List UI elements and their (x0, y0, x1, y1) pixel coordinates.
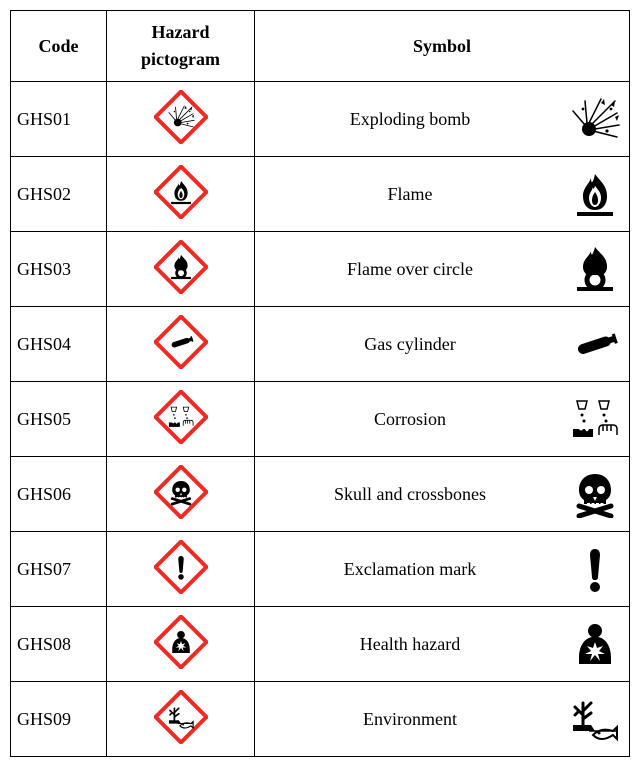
symbol-cell: Flame (255, 157, 630, 232)
pictogram-cell (107, 457, 255, 532)
table-row: GHS04 Gas cylinder (11, 307, 630, 382)
pictogram-cell (107, 532, 255, 607)
pictogram-cell (107, 157, 255, 232)
pictogram-cell (107, 607, 255, 682)
table-header-row: Code Hazard pictogram Symbol (11, 11, 630, 82)
corrosion-icon (567, 395, 623, 443)
gas-cylinder-icon (567, 320, 623, 368)
col-header-pictogram: Hazard pictogram (107, 11, 255, 82)
exploding-bomb-pictogram-icon (154, 90, 208, 144)
symbol-label: Gas cylinder (261, 334, 559, 355)
flame-pictogram-icon (154, 165, 208, 219)
pictogram-cell (107, 82, 255, 157)
table-row: GHS09 Environment (11, 682, 630, 757)
code-cell: GHS04 (11, 307, 107, 382)
exploding-bomb-icon (567, 95, 623, 143)
exclamation-pictogram-icon (154, 540, 208, 594)
symbol-cell: Health hazard (255, 607, 630, 682)
code-cell: GHS01 (11, 82, 107, 157)
table-row: GHS05 Corrosion (11, 382, 630, 457)
symbol-cell: Flame over circle (255, 232, 630, 307)
symbol-label: Exploding bomb (261, 109, 559, 130)
code-cell: GHS03 (11, 232, 107, 307)
corrosion-pictogram-icon (154, 390, 208, 444)
pictogram-cell (107, 307, 255, 382)
code-cell: GHS08 (11, 607, 107, 682)
symbol-label: Exclamation mark (261, 559, 559, 580)
code-cell: GHS02 (11, 157, 107, 232)
table-row: GHS07 Exclamation mark (11, 532, 630, 607)
symbol-label: Health hazard (261, 634, 559, 655)
code-cell: GHS09 (11, 682, 107, 757)
pictogram-cell (107, 682, 255, 757)
table-row: GHS03 Flame over circle (11, 232, 630, 307)
symbol-cell: Gas cylinder (255, 307, 630, 382)
symbol-cell: Corrosion (255, 382, 630, 457)
symbol-cell: Exploding bomb (255, 82, 630, 157)
exclamation-icon (567, 545, 623, 593)
table-row: GHS01 Exploding bomb (11, 82, 630, 157)
environment-icon (567, 695, 623, 743)
col-header-symbol: Symbol (255, 11, 630, 82)
environment-pictogram-icon (154, 690, 208, 744)
health-hazard-icon (567, 620, 623, 668)
flame-icon (567, 170, 623, 218)
skull-crossbones-pictogram-icon (154, 465, 208, 519)
code-cell: GHS06 (11, 457, 107, 532)
ghs-hazard-table: Code Hazard pictogram Symbol GHS01 Explod… (10, 10, 630, 757)
flame-over-circle-icon (567, 245, 623, 293)
symbol-cell: Skull and crossbones (255, 457, 630, 532)
table-row: GHS06 Skull and crossbones (11, 457, 630, 532)
pictogram-cell (107, 232, 255, 307)
health-hazard-pictogram-icon (154, 615, 208, 669)
symbol-cell: Environment (255, 682, 630, 757)
symbol-label: Skull and crossbones (261, 484, 559, 505)
table-row: GHS02 Flame (11, 157, 630, 232)
code-cell: GHS05 (11, 382, 107, 457)
table-row: GHS08 Health hazard (11, 607, 630, 682)
symbol-label: Environment (261, 709, 559, 730)
flame-over-circle-pictogram-icon (154, 240, 208, 294)
symbol-label: Flame over circle (261, 259, 559, 280)
symbol-cell: Exclamation mark (255, 532, 630, 607)
code-cell: GHS07 (11, 532, 107, 607)
pictogram-cell (107, 382, 255, 457)
col-header-code: Code (11, 11, 107, 82)
symbol-label: Flame (261, 184, 559, 205)
symbol-label: Corrosion (261, 409, 559, 430)
skull-crossbones-icon (567, 470, 623, 518)
gas-cylinder-pictogram-icon (154, 315, 208, 369)
